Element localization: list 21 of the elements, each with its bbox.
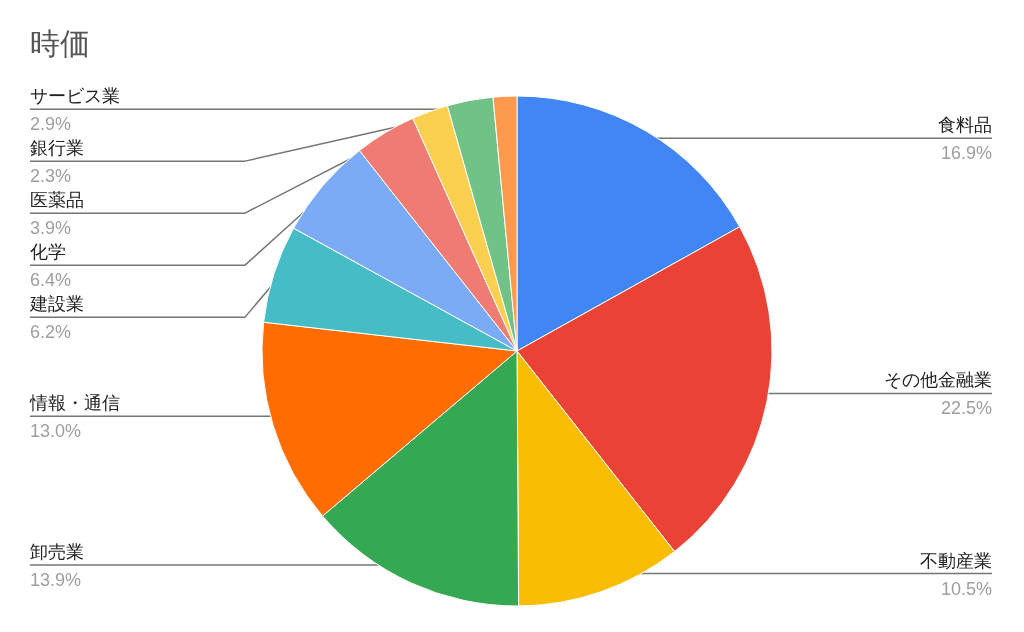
data-label: 10.5% [940, 578, 992, 599]
slice-label: 不動産業 [920, 549, 992, 571]
data-label: 22.5% [940, 398, 992, 419]
chart-title: 時価 [30, 25, 90, 63]
data-label: 6.4% [30, 270, 72, 291]
slice-label: サービス業 [30, 85, 120, 107]
data-label: 13.9% [30, 570, 82, 591]
data-label: 3.9% [30, 218, 72, 239]
slice-label: 建設業 [29, 293, 84, 315]
slice-label: 食料品 [938, 114, 992, 136]
data-label: 13.0% [30, 421, 82, 442]
slice-label: その他金融業 [884, 369, 992, 391]
data-label: 2.3% [30, 166, 72, 187]
slice-label: 銀行業 [30, 137, 84, 159]
slice-label: 卸売業 [30, 541, 84, 563]
data-label: 6.2% [30, 322, 72, 343]
slice-label: 医薬品 [30, 189, 84, 211]
slice-label: 情報・通信 [29, 392, 120, 414]
slice-label: 化学 [30, 241, 66, 263]
data-label: 16.9% [940, 143, 992, 164]
data-label: 2.9% [30, 114, 72, 135]
